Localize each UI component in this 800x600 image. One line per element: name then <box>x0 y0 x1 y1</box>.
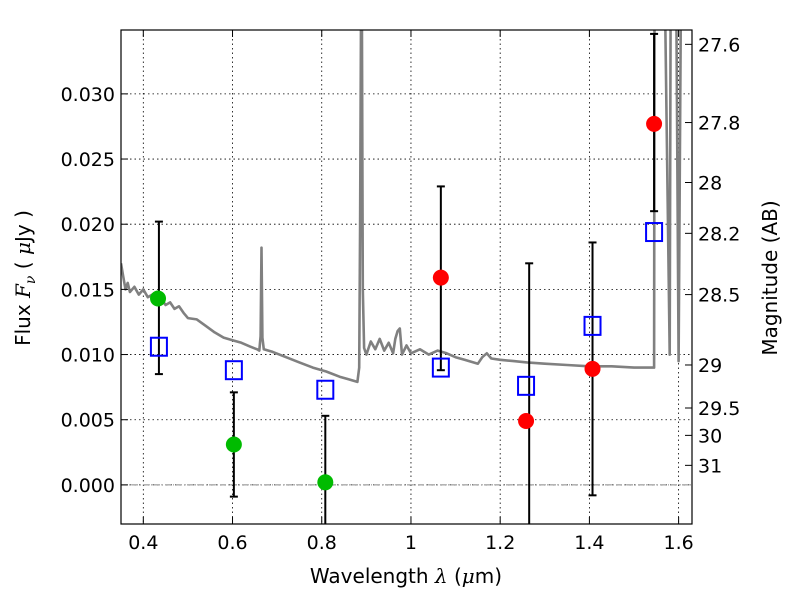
y2-tick-label: 27.6 <box>698 34 740 56</box>
observed-points <box>150 115 663 491</box>
y-tick-label: 0.020 <box>61 214 115 236</box>
observed-point-red <box>432 269 449 286</box>
grid <box>121 30 692 524</box>
model-square <box>149 336 168 357</box>
y-tick-label: 0.030 <box>61 84 115 106</box>
x-tick-label: 1.4 <box>574 532 604 554</box>
x-tick-label: 0.6 <box>217 532 247 554</box>
axis-ticks: 0.4 0.6 0.8 1 1.2 1.4 1.6 0.000 0.005 0.010 0.015 0… <box>61 30 740 554</box>
y-tick-label: 0.005 <box>61 410 115 432</box>
y2-tick-label: 29 <box>698 355 722 377</box>
model-square <box>431 357 450 378</box>
error-bars <box>154 32 659 524</box>
observed-point-red <box>646 115 663 132</box>
observed-point-green <box>150 290 167 307</box>
x-tick-label: 0.8 <box>307 532 337 554</box>
y2-tick-label: 28 <box>698 173 722 195</box>
observed-point-green <box>225 436 242 453</box>
y-tick-label: 0.015 <box>61 279 115 301</box>
y-tick-label: 0.000 <box>61 475 115 497</box>
model-square <box>224 360 243 381</box>
model-square <box>645 222 664 243</box>
x-tick-label: 1.6 <box>664 532 694 554</box>
model-square <box>583 315 602 336</box>
y2-tick-label: 30 <box>698 425 722 447</box>
y2-tick-label: 29.5 <box>698 398 740 420</box>
y2-axis-label: Magnitude (AB) <box>758 200 782 355</box>
x-tick-label: 1 <box>405 532 417 554</box>
error-bar <box>525 262 534 524</box>
x-tick-label: 0.4 <box>128 532 158 554</box>
plot-frame <box>120 29 693 525</box>
y-tick-label: 0.025 <box>61 149 115 171</box>
y2-tick-label: 28.5 <box>698 285 740 307</box>
observed-point-red <box>518 413 535 430</box>
x-axis-label: Wavelength λ (μm) <box>310 564 502 588</box>
y2-tick-label: 28.2 <box>698 223 740 245</box>
y2-tick-label: 31 <box>698 455 722 477</box>
model-square <box>316 379 335 400</box>
plot-area <box>121 30 683 524</box>
model-square <box>517 375 536 396</box>
model-squares <box>149 222 664 400</box>
x-tick-label: 1.2 <box>485 532 515 554</box>
y2-tick-label: 27.8 <box>698 113 740 135</box>
observed-point-red <box>584 360 601 377</box>
template-spectrum-line <box>121 30 683 384</box>
y-axis-label: Flux Fν ( μJy ) <box>11 210 39 346</box>
y-tick-label: 0.010 <box>61 345 115 367</box>
observed-point-green <box>317 474 334 491</box>
